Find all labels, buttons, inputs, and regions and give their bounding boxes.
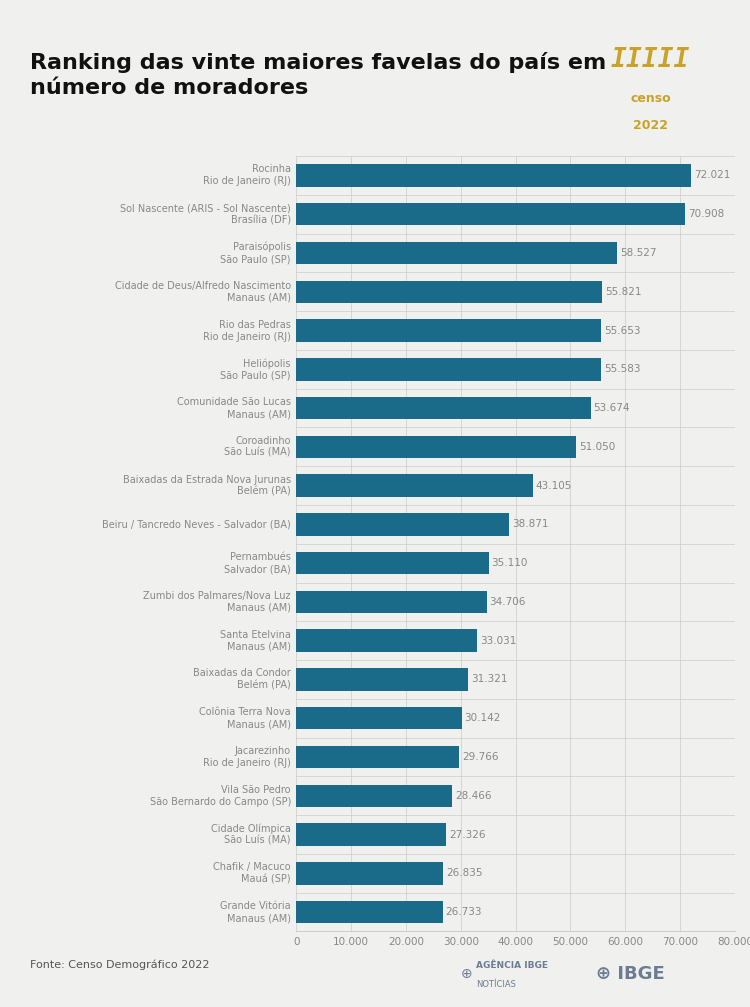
Text: 2022: 2022 [633,120,668,132]
Text: 38.871: 38.871 [512,520,549,530]
Text: 26.835: 26.835 [446,868,483,878]
Bar [296,629,478,652]
Text: 27.326: 27.326 [448,830,485,840]
Bar [296,707,461,729]
Text: Rio das Pedras
Rio de Janeiro (RJ): Rio das Pedras Rio de Janeiro (RJ) [203,319,291,341]
Text: censo: censo [630,92,671,105]
Text: Vila São Pedro
São Bernardo do Campo (SP): Vila São Pedro São Bernardo do Campo (SP… [149,784,291,807]
Text: 28.466: 28.466 [455,790,491,801]
Text: AGÊNCIA IBGE: AGÊNCIA IBGE [476,962,548,971]
Text: Cidade de Deus/Alfredo Nascimento
Manaus (AM): Cidade de Deus/Alfredo Nascimento Manaus… [115,281,291,303]
Bar [296,436,576,458]
Text: ⊕ IBGE: ⊕ IBGE [596,965,665,983]
Bar [296,281,602,303]
Bar [296,319,602,341]
Text: Ranking das vinte maiores favelas do país em
número de moradores: Ranking das vinte maiores favelas do paí… [30,51,606,99]
Text: 51.050: 51.050 [579,442,615,452]
Text: Rocinha
Rio de Janeiro (RJ): Rocinha Rio de Janeiro (RJ) [203,164,291,186]
Text: Pernambués
Salvador (BA): Pernambués Salvador (BA) [224,552,291,574]
Text: Paraisópolis
São Paulo (SP): Paraisópolis São Paulo (SP) [220,242,291,264]
Text: 26.733: 26.733 [446,907,482,917]
Bar [296,669,468,691]
Bar [296,397,590,419]
Bar [296,862,443,884]
Text: Zumbi dos Palmares/Nova Luz
Manaus (AM): Zumbi dos Palmares/Nova Luz Manaus (AM) [143,591,291,613]
Text: 55.821: 55.821 [605,287,642,297]
Text: Jacarezinho
Rio de Janeiro (RJ): Jacarezinho Rio de Janeiro (RJ) [203,746,291,768]
Bar [296,552,489,574]
Text: 55.583: 55.583 [604,365,640,375]
Text: 33.031: 33.031 [480,635,517,645]
Text: ⊕: ⊕ [461,967,472,981]
Text: Baixadas da Condor
Belém (PA): Baixadas da Condor Belém (PA) [194,669,291,691]
Text: Heliópolis
São Paulo (SP): Heliópolis São Paulo (SP) [220,358,291,381]
Text: Colônia Terra Nova
Manaus (AM): Colônia Terra Nova Manaus (AM) [200,707,291,729]
Bar [296,591,487,613]
Text: 70.908: 70.908 [688,209,724,220]
Text: Cidade Olímpica
São Luís (MA): Cidade Olímpica São Luís (MA) [211,824,291,846]
Text: 35.110: 35.110 [491,558,528,568]
Text: Sol Nascente (ARIS - Sol Nascente)
Brasília (DF): Sol Nascente (ARIS - Sol Nascente) Brasí… [120,203,291,226]
Text: 31.321: 31.321 [471,675,507,685]
Bar [296,474,532,496]
Text: Santa Etelvina
Manaus (AM): Santa Etelvina Manaus (AM) [220,629,291,652]
Bar [296,164,692,186]
Bar [296,203,686,226]
Text: 30.142: 30.142 [464,713,501,723]
Bar [296,901,442,923]
Text: Beiru / Tancredo Neves - Salvador (BA): Beiru / Tancredo Neves - Salvador (BA) [102,520,291,530]
Text: 58.527: 58.527 [620,248,656,258]
Text: 34.706: 34.706 [489,597,526,607]
Text: Fonte: Censo Demográfico 2022: Fonte: Censo Demográfico 2022 [30,960,209,970]
Bar [296,824,446,846]
Bar [296,242,617,264]
Text: 72.021: 72.021 [694,170,730,180]
Text: NOTÍCIAS: NOTÍCIAS [476,980,516,989]
Bar [296,514,509,536]
Bar [296,784,452,807]
Text: 43.105: 43.105 [536,480,572,490]
Text: Baixadas da Estrada Nova Jurunas
Belém (PA): Baixadas da Estrada Nova Jurunas Belém (… [123,474,291,496]
Text: IIIII: IIIII [611,47,690,74]
Text: 29.766: 29.766 [462,752,499,762]
Text: 55.653: 55.653 [604,325,640,335]
Text: Comunidade São Lucas
Manaus (AM): Comunidade São Lucas Manaus (AM) [177,397,291,419]
Bar [296,746,460,768]
Text: Chafik / Macuco
Mauá (SP): Chafik / Macuco Mauá (SP) [213,862,291,884]
Text: Grande Vitória
Manaus (AM): Grande Vitória Manaus (AM) [220,901,291,923]
Bar [296,358,601,381]
Text: 53.674: 53.674 [593,403,630,413]
Text: Coroadinho
São Luís (MA): Coroadinho São Luís (MA) [224,436,291,458]
